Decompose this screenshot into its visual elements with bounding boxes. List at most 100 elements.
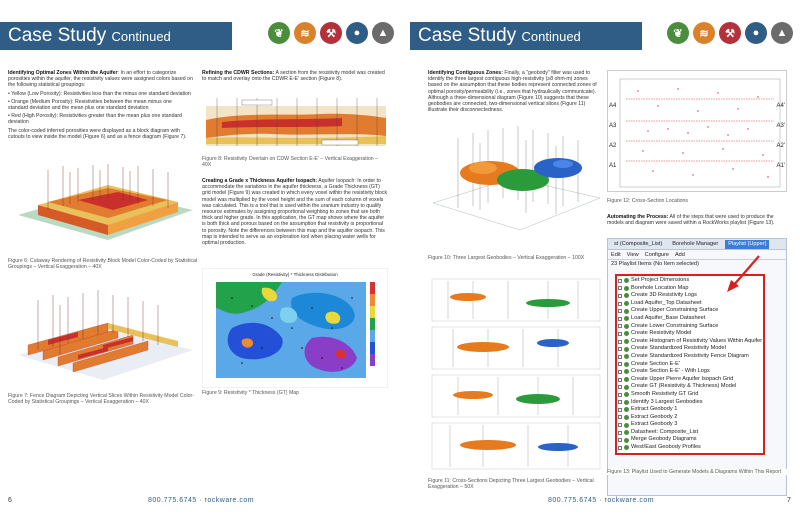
figure-11-caption: Figure 11: Cross-Sections Depicting Thre… — [428, 478, 594, 491]
playlist-item[interactable]: Extract Geobody 1 — [618, 406, 762, 414]
optimal-zones-intro: : In an effort to categorize porosities … — [8, 70, 193, 89]
checkbox-icon[interactable] — [618, 445, 622, 450]
playlist-item[interactable]: Merge Geobody Diagrams — [618, 436, 762, 444]
left-col2-text-2: Creating a Grade x Thickness Aquifer Iso… — [202, 178, 388, 248]
playlist-item[interactable]: Load Aquifer_Top Datasheet — [618, 300, 762, 308]
checkbox-icon[interactable] — [618, 301, 622, 306]
checkbox-icon[interactable] — [618, 430, 622, 435]
plant-icon: ❦ — [268, 22, 290, 44]
checkbox-icon[interactable] — [618, 339, 622, 344]
playlist-item[interactable]: Create Lower Constraining Surface — [618, 323, 762, 331]
playlist-item-label: Identify 3 Largest Geobodies — [631, 398, 703, 405]
mining-icon: ⚒ — [320, 22, 342, 44]
playlist-item[interactable]: Create Standardized Resistivity Fence Di… — [618, 353, 762, 361]
step-icon — [624, 361, 629, 367]
page-number-right: 7 — [787, 497, 791, 504]
playlist-item[interactable]: Extract Geobody 2 — [618, 414, 762, 422]
tab-composite-list[interactable]: st (Composite_List) — [614, 240, 663, 247]
playlist-count: 23 Playlist Items (No Item selected) — [611, 261, 699, 267]
checkbox-icon[interactable] — [618, 354, 622, 359]
checkbox-icon[interactable] — [618, 362, 622, 367]
oil-rig-icon: ▲ — [771, 22, 793, 44]
checkbox-icon[interactable] — [618, 293, 622, 298]
checkbox-icon[interactable] — [618, 400, 622, 405]
step-icon — [624, 392, 629, 398]
playlist-item[interactable]: West/East Geobody Profiles — [618, 444, 762, 452]
playlist-item[interactable]: Create 3D Resistivity Logs — [618, 292, 762, 300]
playlist-item-label: Create 3D Resistivity Logs — [631, 292, 697, 299]
figure-9-gt-map: Grade (Resistivity) * Thickness Distribu… — [202, 268, 388, 388]
checkbox-icon[interactable] — [618, 407, 622, 412]
playlist-item[interactable]: Identify 3 Largest Geobodies — [618, 399, 762, 407]
checkbox-icon[interactable] — [618, 423, 622, 428]
checkbox-icon[interactable] — [618, 331, 622, 336]
playlist-item[interactable]: Create Upper Pierre Aquifer Isopach Grid — [618, 376, 762, 384]
step-icon — [624, 377, 629, 383]
view-menu[interactable]: View — [626, 251, 639, 258]
playlist-toolbar: Edit View Configure Add — [608, 250, 786, 260]
playlist-item[interactable]: Smooth Resistivity GT Grid — [618, 391, 762, 399]
water-drop-icon: ● — [346, 22, 368, 44]
playlist-item-label: Load Aquifer_Top Datasheet — [631, 299, 702, 306]
figure-6-caption: Figure 6: Cutaway Rendering of Resistivi… — [8, 258, 198, 271]
checkbox-icon[interactable] — [618, 385, 622, 390]
checkbox-icon[interactable] — [618, 324, 622, 329]
figure-13-playlist-window: st (Composite_List) Borehole Manager Pla… — [607, 238, 787, 496]
figure-12-plot — [619, 78, 781, 188]
checkbox-icon[interactable] — [618, 438, 622, 443]
checkbox-icon[interactable] — [618, 316, 622, 321]
playlist-item-label: Create Upper Pierre Aquifer Isopach Grid — [631, 375, 734, 382]
checkbox-icon[interactable] — [618, 286, 622, 291]
step-icon — [624, 323, 629, 329]
tab-borehole-manager[interactable]: Borehole Manager — [672, 240, 719, 247]
step-icon — [624, 278, 629, 284]
figure-7-fence-diagram — [18, 290, 193, 380]
figure-9-caption: Figure 9: Resistivity * Thickness (GT) M… — [202, 390, 300, 396]
playlist-item[interactable]: Create Resistivity Model — [618, 330, 762, 338]
checkbox-icon[interactable] — [618, 415, 622, 420]
checkbox-icon[interactable] — [618, 309, 622, 314]
step-icon — [624, 445, 629, 451]
playlist-item[interactable]: Load Aquifer_Base Datasheet — [618, 315, 762, 323]
figure-6-block-model — [18, 164, 193, 240]
playlist-item[interactable]: Create GT (Resistivity & Thickness) Mode… — [618, 383, 762, 391]
left-page: Case Study Continued ❦ ≋ ⚒ ● ▲ Identifyi… — [0, 22, 394, 504]
checkbox-icon[interactable] — [618, 377, 622, 382]
water-drop-icon: ● — [745, 22, 767, 44]
step-icon — [624, 407, 629, 413]
figure-13-caption: Figure 13: Playlist Used to Generate Mod… — [607, 469, 787, 476]
playlist-item-label: Extract Geobody 3 — [631, 421, 678, 428]
right-page: Case Study Continued ❦ ≋ ⚒ ● ▲ Identifyi… — [400, 0, 800, 519]
figure-12-cross-section-map: A4 A3 A2 A1 A4' A3' A2' A1' — [607, 70, 787, 192]
checkbox-icon[interactable] — [618, 347, 622, 352]
red-arrow-icon — [727, 255, 760, 292]
edit-menu[interactable]: Edit — [611, 251, 621, 258]
page-title-banner: Case Study Continued — [0, 22, 232, 50]
topic-icons: ❦ ≋ ⚒ ● ▲ — [268, 22, 394, 44]
add-button[interactable]: Add — [674, 251, 685, 258]
playlist-item[interactable]: Create Histogram of Resistivity Values W… — [618, 338, 762, 346]
playlist-item[interactable]: Create Section E-E' - With Logs — [618, 368, 762, 376]
playlist-item[interactable]: Create Standardized Resistivity Model — [618, 345, 762, 353]
playlist-item[interactable]: Extract Geobody 3 — [618, 421, 762, 429]
checkbox-icon[interactable] — [618, 392, 622, 397]
step-icon — [624, 354, 629, 360]
figure-7-caption: Figure 7: Fence Diagram Depicting Vertic… — [8, 393, 194, 406]
configure-menu[interactable]: Configure — [644, 251, 669, 258]
left-col2-text-1: Refining the CDWR Sections: A section fr… — [202, 70, 388, 84]
playlist-item[interactable]: Set Project Dimensions — [618, 277, 762, 285]
step-icon — [624, 369, 629, 375]
tab-playlist[interactable]: Playlist (Upper) — [725, 239, 770, 249]
figure-9-title: Grade (Resistivity) * Thickness Distribu… — [252, 272, 338, 277]
playlist-item[interactable]: Borehole Location Map — [618, 285, 762, 293]
playlist-item-label: West/East Geobody Profiles — [631, 444, 701, 451]
playlist-item[interactable]: Datasheet: Composite_List — [618, 429, 762, 437]
bullet-yellow: • Yellow (Low Porosity): Resistivities l… — [8, 90, 191, 97]
figure-8-caption: Figure 8: Resistivity Overlain on CDW Se… — [202, 156, 378, 169]
step-icon — [624, 339, 629, 345]
checkbox-icon[interactable] — [618, 278, 622, 283]
checkbox-icon[interactable] — [618, 369, 622, 374]
playlist-item[interactable]: Create Upper Constraining Surface — [618, 307, 762, 315]
playlist-item[interactable]: Create Section E-E' — [618, 361, 762, 369]
playlist-item-label: Borehole Location Map — [631, 284, 689, 291]
